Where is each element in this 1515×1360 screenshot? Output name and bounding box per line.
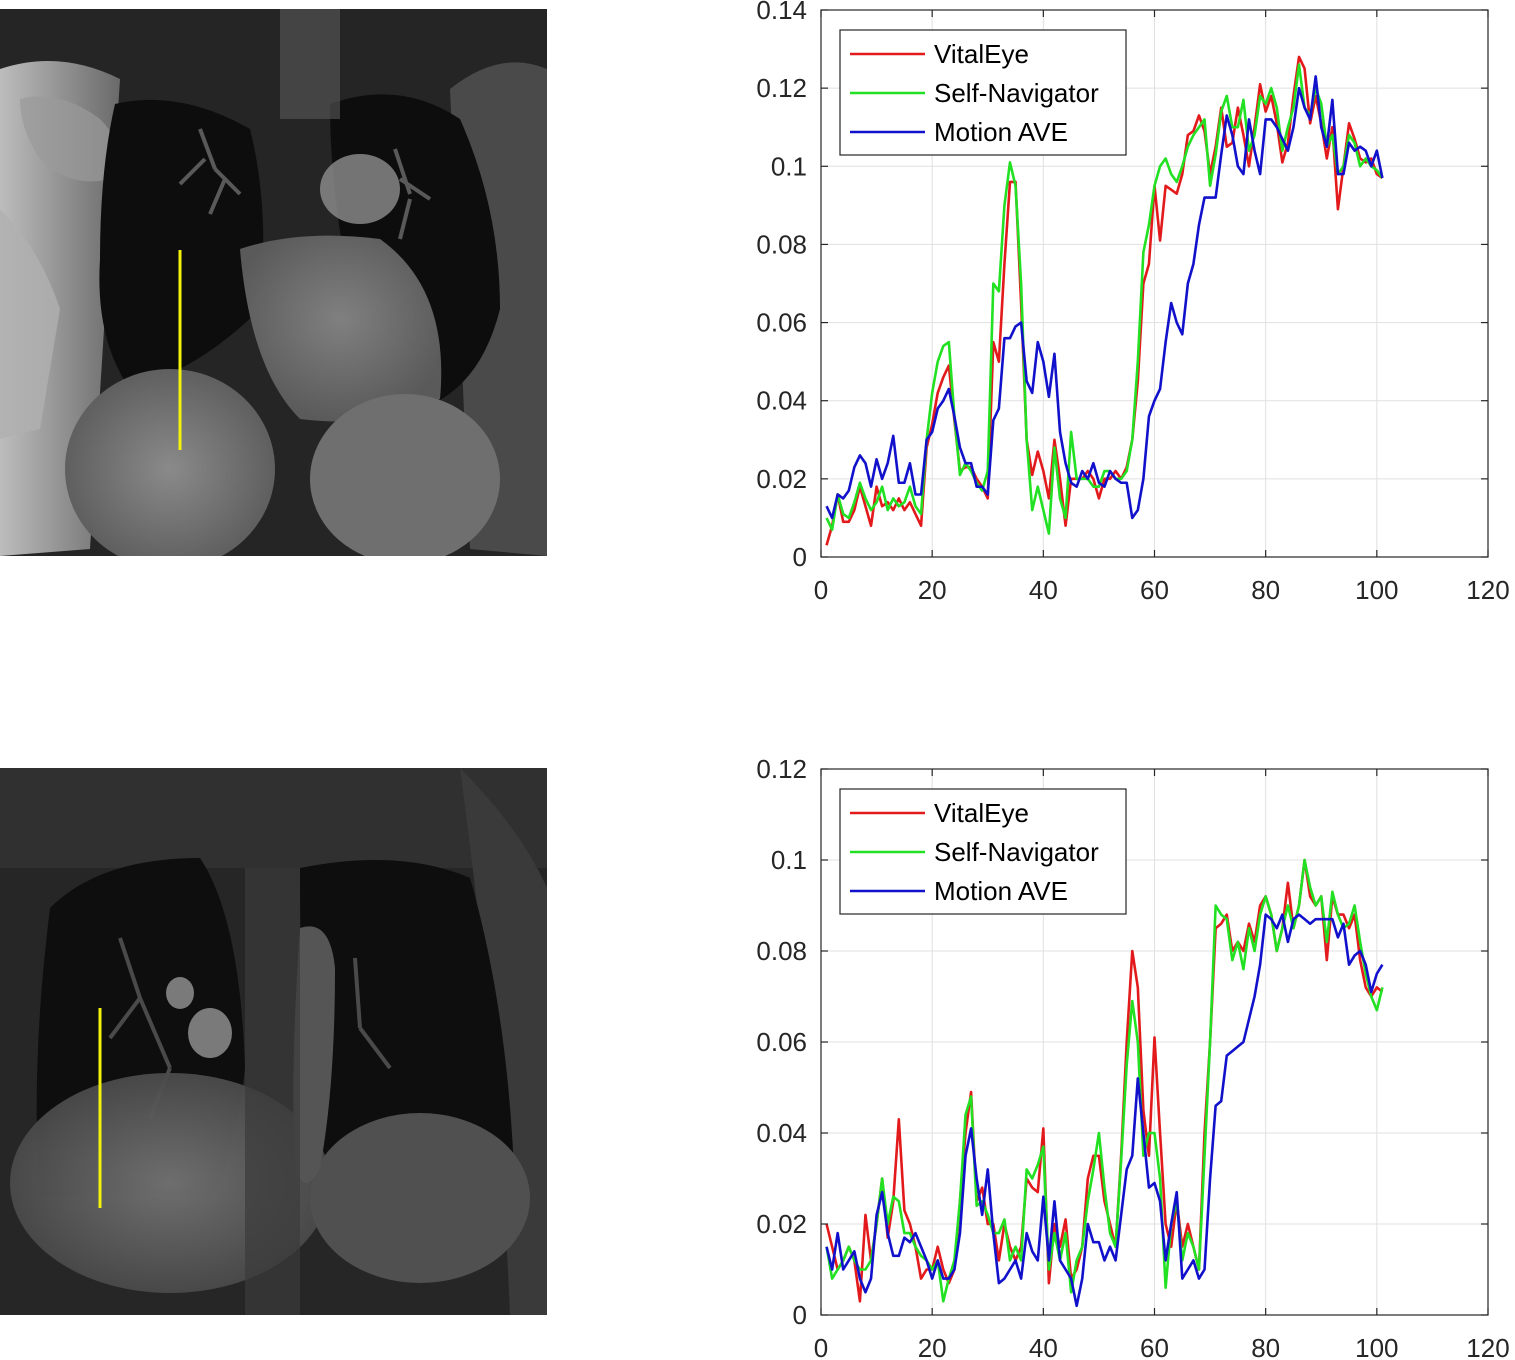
y-tick-label: 0.12 xyxy=(756,73,807,103)
legend-label: VitalEye xyxy=(934,39,1029,69)
series-line-vitaleye xyxy=(825,858,1384,1303)
axes-layer: 0 20 40 60 80 100 120 0 0.02 0.04 0.06 0.08 0.1 0.12 xyxy=(756,755,1509,1360)
y-tick-label: 0.08 xyxy=(756,229,807,259)
legend-label: Motion AVE xyxy=(934,876,1068,906)
series-layer xyxy=(825,55,1384,546)
x-tick-label: 100 xyxy=(1355,1333,1398,1360)
y-tick-label: 0 xyxy=(793,542,807,572)
y-tick-label: 0.02 xyxy=(756,464,807,494)
mri-image-bottom xyxy=(0,768,547,1315)
legend-label: Self-Navigator xyxy=(934,78,1099,108)
legend: VitalEye Self-Navigator Motion AVE xyxy=(839,29,1127,156)
series-line-motion-ave xyxy=(825,913,1384,1308)
series-line-self-navigator xyxy=(825,63,1384,535)
legend: VitalEye Self-Navigator Motion AVE xyxy=(839,788,1127,915)
x-tick-label: 0 xyxy=(814,575,828,605)
x-tick-label: 40 xyxy=(1029,575,1058,605)
line-chart-top: 0 20 40 60 80 100 120 0 0.02 0.04 0.06 0.08 0.1 0.12 0… xyxy=(756,0,1509,605)
x-tick-label: 80 xyxy=(1251,1333,1280,1360)
y-tick-label: 0.06 xyxy=(756,308,807,338)
x-tick-label: 20 xyxy=(918,575,947,605)
legend-label: Motion AVE xyxy=(934,117,1068,147)
x-tick-label: 120 xyxy=(1466,575,1509,605)
legend-label: VitalEye xyxy=(934,798,1029,828)
axes-layer: 0 20 40 60 80 100 120 0 0.02 0.04 0.06 0.08 0.1 0.12 0… xyxy=(756,0,1509,605)
x-tick-label: 60 xyxy=(1140,575,1169,605)
y-tick-label: 0.12 xyxy=(756,755,807,784)
y-tick-label: 0.02 xyxy=(756,1209,807,1239)
y-tick-label: 0.06 xyxy=(756,1027,807,1057)
y-tick-label: 0.14 xyxy=(756,0,807,25)
y-tick-label: 0.04 xyxy=(756,1118,807,1148)
y-tick-label: 0.1 xyxy=(771,151,807,181)
x-tick-label: 80 xyxy=(1251,575,1280,605)
x-tick-label: 100 xyxy=(1355,575,1398,605)
y-tick-label: 0.1 xyxy=(771,845,807,875)
legend-label: Self-Navigator xyxy=(934,837,1099,867)
series-line-vitaleye xyxy=(825,55,1384,546)
line-chart-bottom: 0 20 40 60 80 100 12000.020.040.060.080.10.12 … xyxy=(756,755,1509,1360)
y-tick-label: 0 xyxy=(793,1300,807,1330)
series-line-motion-ave xyxy=(825,75,1384,520)
x-tick-label: 120 xyxy=(1466,1333,1509,1360)
y-tick-label: 0.08 xyxy=(756,936,807,966)
coronal-chest-mri-icon xyxy=(0,768,547,1315)
coronal-chest-mri-icon xyxy=(0,9,547,556)
mri-image-top xyxy=(0,9,547,556)
x-tick-label: 20 xyxy=(918,1333,947,1360)
series-layer xyxy=(825,858,1384,1308)
x-tick-label: 60 xyxy=(1140,1333,1169,1360)
series-line-self-navigator xyxy=(825,858,1384,1303)
y-tick-label: 0.04 xyxy=(756,386,807,416)
x-tick-label: 40 xyxy=(1029,1333,1058,1360)
x-tick-label: 0 xyxy=(814,1333,828,1360)
